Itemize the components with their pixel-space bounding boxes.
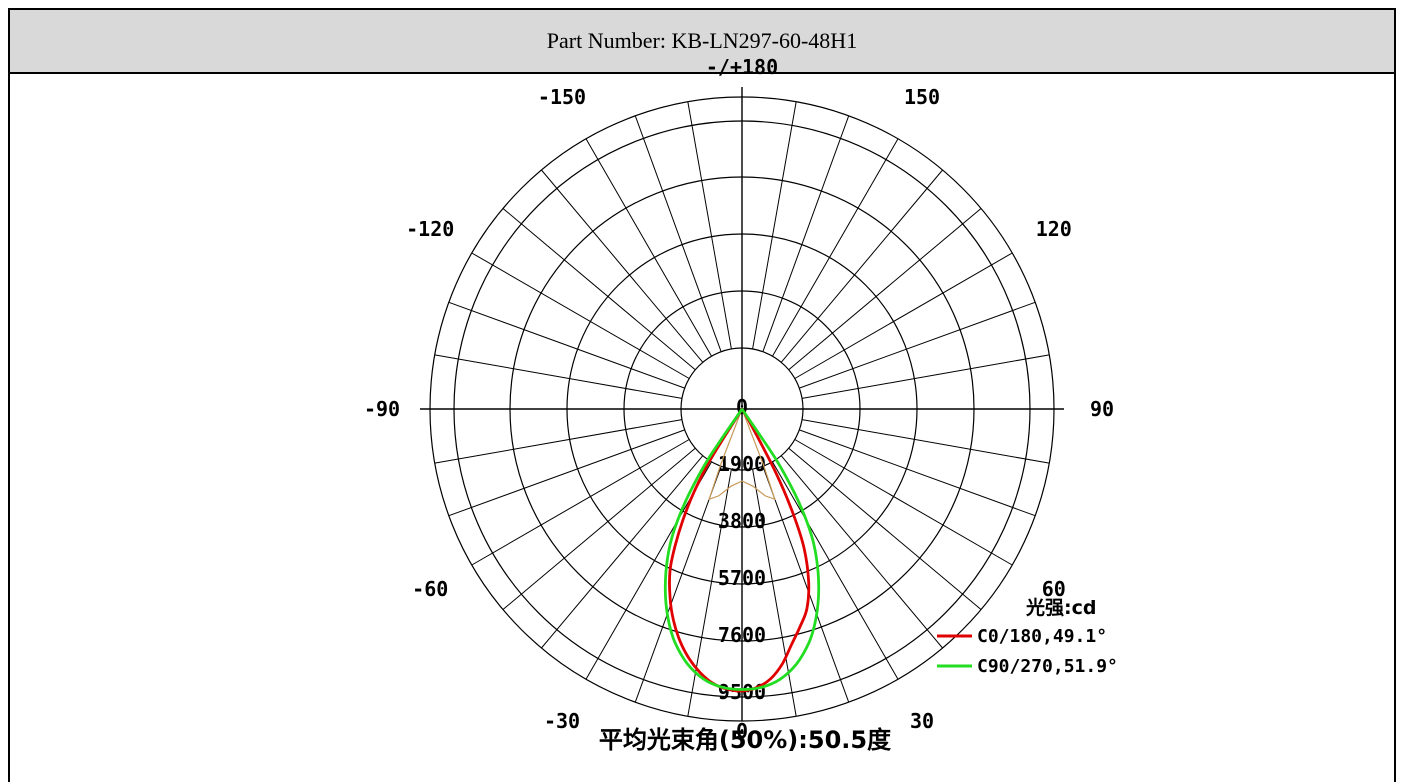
grid-spoke-30 [772, 138, 899, 357]
grid-spoke-300 [471, 252, 690, 379]
grid-spoke-50 [788, 208, 982, 371]
grid-spoke-170 [752, 468, 797, 717]
angle-label-neg120: -120 [406, 217, 454, 241]
angle-label-120: 120 [1036, 217, 1072, 241]
radial-tick-3800: 3800 [718, 509, 766, 533]
legend: 光强:cd C0/180,49.1° C90/270,51.9° [937, 596, 1118, 677]
grid-spoke-190 [687, 468, 732, 717]
intensity-curves [663, 407, 821, 693]
angle-label-neg60: -60 [412, 577, 448, 601]
part-number-header: Part Number: KB-LN297-60-48H1 [10, 10, 1394, 74]
angle-label-neg150: -150 [538, 85, 586, 109]
angle-label-180: -/+180 [706, 55, 778, 79]
angle-label-90: 90 [1090, 397, 1114, 421]
grid-spoke-10 [752, 101, 797, 350]
unit-label: 光强:cd [1025, 596, 1096, 619]
radial-tick-7600: 7600 [718, 623, 766, 647]
chart-frame: Part Number: KB-LN297-60-48H1 [8, 8, 1396, 782]
grid-spoke-240 [471, 439, 690, 566]
grid-spoke-140 [780, 455, 943, 649]
grid-spoke-290 [448, 301, 685, 389]
grid-spoke-130 [788, 447, 982, 610]
grid-spoke-100 [801, 419, 1050, 464]
grid-spoke-310 [502, 208, 696, 371]
series-curve-1 [663, 408, 821, 691]
beam-angle-label: 平均光束角(50%):50.5度 [599, 726, 892, 754]
grid-spoke-200 [634, 466, 722, 703]
grid-spoke-40 [780, 169, 943, 363]
polar-grid [420, 87, 1064, 722]
grid-spoke-230 [502, 447, 696, 610]
angle-label-150: 150 [904, 85, 940, 109]
angle-label-neg90: -90 [364, 397, 400, 421]
grid-spoke-260 [434, 419, 683, 464]
grid-spoke-320 [541, 169, 704, 363]
angle-label-0: 0 [736, 719, 748, 743]
angle-label-30: 30 [910, 709, 934, 733]
grid-spoke-70 [799, 301, 1036, 389]
grid-spoke-280 [434, 354, 683, 399]
grid-spoke-220 [541, 455, 704, 649]
grid-spoke-340 [634, 115, 722, 352]
grid-spoke-80 [801, 354, 1050, 399]
angle-label-60: 60 [1042, 577, 1066, 601]
grid-spoke-60 [794, 252, 1013, 379]
grid-spoke-160 [762, 466, 850, 703]
radial-tick-5700: 5700 [718, 566, 766, 590]
grid-spoke-330 [585, 138, 712, 357]
grid-spoke-120 [794, 439, 1013, 566]
legend-label-c0: C0/180,49.1° [977, 626, 1107, 647]
grid-spoke-110 [799, 429, 1036, 517]
secondary-curve [708, 407, 776, 501]
radial-tick-1900: 1900 [718, 452, 766, 476]
grid-spoke-350 [687, 101, 732, 350]
grid-spoke-150 [772, 461, 899, 680]
angle-labels: -/+180 -150 150 -120 120 -90 90 -60 60 -30 30 0 [364, 55, 1114, 743]
grid-spoke-250 [448, 429, 685, 517]
legend-label-c90: C90/270,51.9° [977, 656, 1118, 677]
angle-label-neg30: -30 [544, 709, 580, 733]
grid-spoke-20 [762, 115, 850, 352]
part-number-label: Part Number: KB-LN297-60-48H1 [546, 28, 858, 53]
